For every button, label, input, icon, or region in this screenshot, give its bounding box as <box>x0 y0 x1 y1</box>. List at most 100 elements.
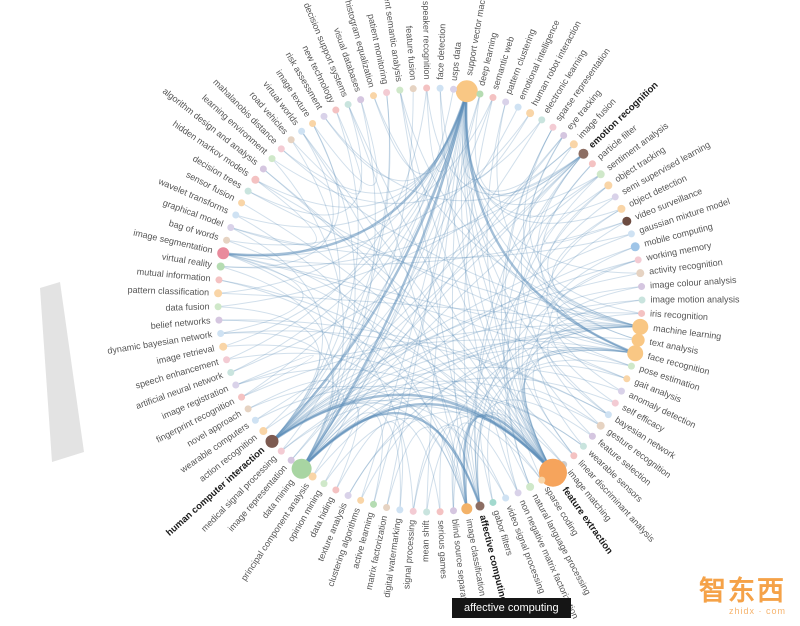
graph-node[interactable] <box>476 90 484 98</box>
graph-node[interactable] <box>244 405 252 413</box>
graph-node[interactable] <box>627 230 635 238</box>
graph-node[interactable] <box>423 508 431 516</box>
graph-node[interactable] <box>320 480 328 488</box>
node-label[interactable]: pattern classification <box>127 285 209 298</box>
graph-node[interactable] <box>219 342 228 351</box>
graph-node[interactable] <box>268 155 276 163</box>
graph-node[interactable] <box>223 236 231 244</box>
graph-node[interactable] <box>449 85 457 93</box>
graph-node[interactable] <box>409 507 417 515</box>
graph-node[interactable] <box>638 296 646 304</box>
graph-node[interactable] <box>298 127 306 135</box>
graph-node[interactable] <box>238 199 246 207</box>
graph-node[interactable] <box>436 508 444 516</box>
graph-node[interactable] <box>344 100 352 108</box>
node-label[interactable]: data fusion <box>165 301 209 312</box>
graph-node[interactable] <box>344 492 352 500</box>
graph-node[interactable] <box>514 103 522 111</box>
graph-node[interactable] <box>632 318 649 335</box>
graph-node[interactable] <box>514 489 522 497</box>
node-label[interactable]: image colour analysis <box>650 275 738 291</box>
graph-node[interactable] <box>449 507 457 515</box>
graph-node[interactable] <box>436 84 444 92</box>
node-label[interactable]: speaker recognition <box>421 1 432 80</box>
graph-node[interactable] <box>630 242 640 252</box>
graph-node[interactable] <box>636 269 645 278</box>
graph-node[interactable] <box>227 369 235 377</box>
graph-node[interactable] <box>623 375 631 383</box>
graph-node[interactable] <box>216 262 225 271</box>
graph-node[interactable] <box>232 381 240 389</box>
graph-node[interactable] <box>578 148 589 159</box>
graph-node[interactable] <box>611 193 619 201</box>
graph-node[interactable] <box>217 329 225 337</box>
graph-node[interactable] <box>502 98 510 106</box>
graph-node[interactable] <box>332 106 340 114</box>
node-label[interactable]: feature fusion <box>404 25 418 80</box>
graph-node[interactable] <box>396 506 404 514</box>
graph-node[interactable] <box>277 447 285 455</box>
graph-node[interactable] <box>217 247 230 260</box>
graph-node[interactable] <box>604 181 613 190</box>
graph-node[interactable] <box>538 458 567 487</box>
graph-node[interactable] <box>251 175 260 184</box>
graph-node[interactable] <box>370 92 378 100</box>
node-label[interactable]: iris recognition <box>650 308 709 322</box>
node-label[interactable]: image motion analysis <box>651 294 741 304</box>
graph-node[interactable] <box>579 442 587 450</box>
graph-node[interactable] <box>588 432 596 440</box>
node-label[interactable]: mutual information <box>136 266 211 283</box>
graph-node[interactable] <box>634 256 642 264</box>
graph-node[interactable] <box>383 504 391 512</box>
graph-node[interactable] <box>287 136 295 144</box>
node-label[interactable]: mean shift <box>420 520 431 562</box>
graph-node[interactable] <box>215 316 223 324</box>
node-label[interactable]: serious games <box>436 520 449 579</box>
graph-node[interactable] <box>631 333 645 347</box>
graph-node[interactable] <box>538 476 546 484</box>
graph-node[interactable] <box>627 345 644 362</box>
graph-node[interactable] <box>638 309 646 317</box>
graph-node[interactable] <box>383 88 391 96</box>
graph-node[interactable] <box>265 434 279 448</box>
graph-node[interactable] <box>396 86 404 94</box>
graph-node[interactable] <box>409 85 417 93</box>
graph-node[interactable] <box>489 94 497 102</box>
graph-node[interactable] <box>309 119 317 127</box>
graph-node[interactable] <box>617 387 625 395</box>
graph-node[interactable] <box>475 501 485 511</box>
graph-node[interactable] <box>251 416 259 424</box>
graph-node[interactable] <box>502 494 510 502</box>
graph-node[interactable] <box>287 456 295 464</box>
graph-node[interactable] <box>489 498 497 506</box>
graph-node[interactable] <box>596 421 605 430</box>
graph-node[interactable] <box>423 84 431 92</box>
graph-node[interactable] <box>370 500 378 508</box>
graph-node[interactable] <box>549 123 557 131</box>
graph-node[interactable] <box>604 411 612 419</box>
graph-node[interactable] <box>622 216 632 226</box>
graph-node[interactable] <box>332 486 340 494</box>
graph-node[interactable] <box>308 472 317 481</box>
node-label[interactable]: virtual reality <box>161 252 213 270</box>
graph-node[interactable] <box>526 482 535 491</box>
graph-node[interactable] <box>259 165 267 173</box>
graph-node[interactable] <box>627 362 635 370</box>
node-label[interactable]: human computer interaction <box>164 445 267 539</box>
graph-node[interactable] <box>638 283 646 291</box>
graph-node[interactable] <box>214 289 223 298</box>
graph-node[interactable] <box>238 393 246 401</box>
graph-node[interactable] <box>227 223 235 231</box>
graph-node[interactable] <box>596 170 605 179</box>
graph-node[interactable] <box>461 503 473 515</box>
graph-node[interactable] <box>277 145 285 153</box>
graph-node[interactable] <box>244 187 252 195</box>
graph-node[interactable] <box>560 131 568 139</box>
node-label[interactable]: usps data <box>449 41 463 81</box>
graph-node[interactable] <box>214 303 222 311</box>
graph-node[interactable] <box>232 211 240 219</box>
graph-node[interactable] <box>538 116 546 124</box>
graph-node[interactable] <box>215 276 223 284</box>
graph-node[interactable] <box>259 427 268 436</box>
graph-node[interactable] <box>588 160 596 168</box>
